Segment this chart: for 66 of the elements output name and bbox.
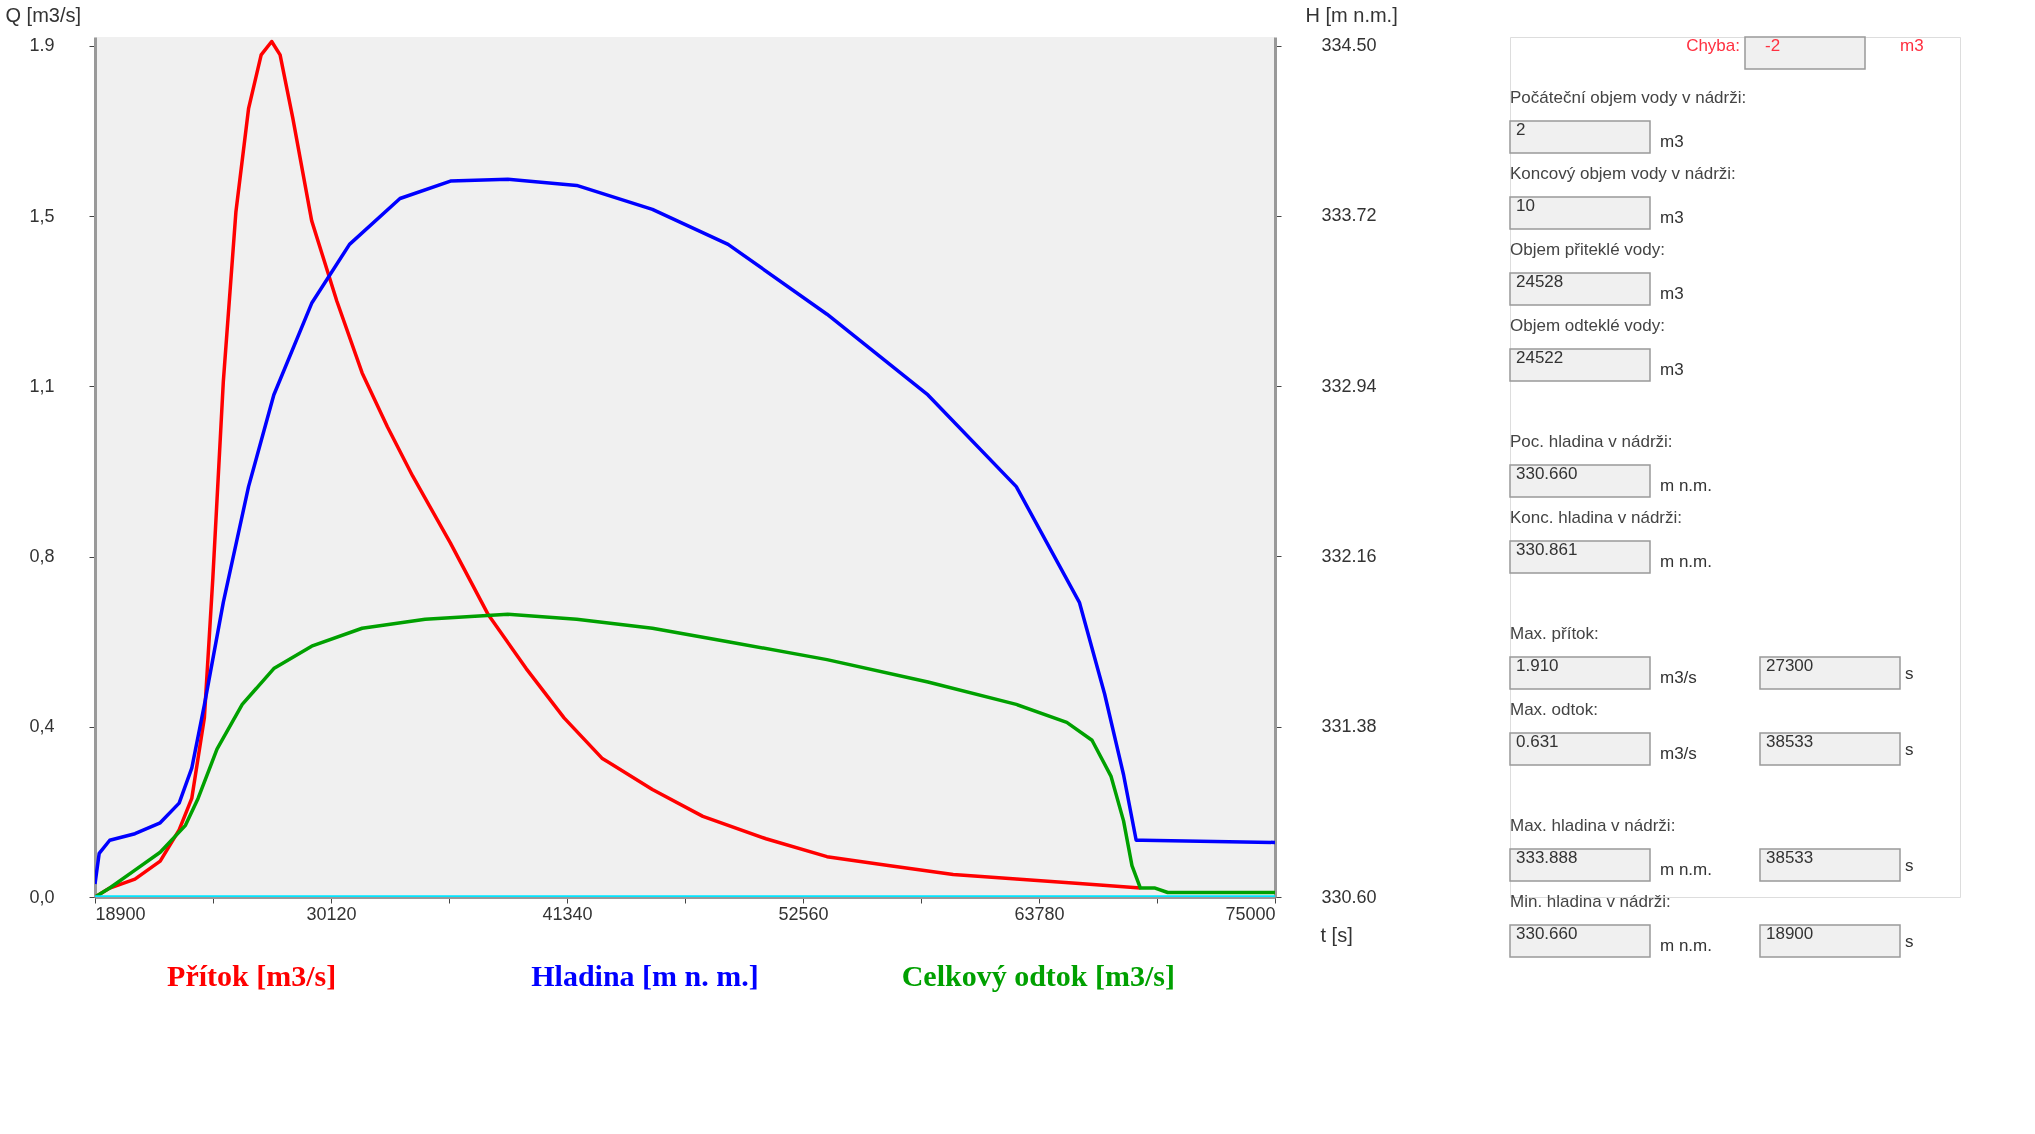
text: Celkový odtok [m3/s]: [901, 959, 1176, 992]
text: Objem odteklé vody:: [1510, 316, 1665, 335]
y-tick-label: 0,4: [29, 716, 55, 737]
y2-tick-label: 333.72: [1321, 205, 1377, 226]
x-tick-label: 75000: [1225, 903, 1276, 924]
y-tick-label: 1,5: [29, 205, 55, 226]
x-tick-label: 30120: [306, 903, 357, 924]
text: m3: [1660, 284, 1684, 303]
text: 330.861: [1516, 540, 1578, 559]
text: Chyba:: [1686, 36, 1740, 55]
text: Přítok [m3/s]: [167, 959, 337, 992]
text: 0.631: [1516, 732, 1559, 751]
y-tick-label: 1,1: [29, 375, 55, 396]
text: 330.660: [1516, 464, 1578, 483]
x-tick-label: 41340: [542, 903, 593, 924]
text: Poc. hladina v nádrži:: [1510, 432, 1673, 451]
text: Max. odtok:: [1510, 700, 1598, 719]
text: Koncový objem vody v nádrži:: [1510, 164, 1736, 183]
y-tick-label: 0,8: [29, 546, 55, 567]
text: Min. hladina v nádrži:: [1510, 892, 1671, 911]
text: Konc. hladina v nádrži:: [1510, 508, 1682, 527]
text: Objem přiteklé vody:: [1510, 240, 1665, 259]
line-series: [95, 177, 1275, 886]
x-tick-label: 18900: [95, 903, 146, 924]
text: 24522: [1516, 348, 1564, 367]
y2-tick-label: 334.50: [1321, 35, 1377, 56]
text: 2: [1516, 120, 1526, 139]
y2-tick-label: 332.94: [1321, 375, 1377, 396]
text: 38533: [1766, 848, 1814, 867]
text: s: [1905, 856, 1914, 875]
text: 18900: [1766, 924, 1814, 943]
text: m n.m.: [1660, 476, 1712, 495]
text: s: [1905, 740, 1914, 759]
y-axis-title: Q [m3/s]: [5, 3, 82, 26]
text: m3/s: [1660, 744, 1697, 763]
text: m3/s: [1660, 668, 1697, 687]
text: 27300: [1766, 656, 1814, 675]
text: 24528: [1516, 272, 1564, 291]
text: m3: [1900, 36, 1924, 55]
x-tick-label: 63780: [1014, 903, 1065, 924]
y2-tick-label: 331.38: [1321, 716, 1377, 737]
y2-axis-title: H [m n.m.]: [1305, 3, 1398, 26]
text: Počáteční objem vody v nádrži:: [1510, 88, 1747, 107]
text: m3: [1660, 132, 1684, 151]
text: s: [1905, 932, 1914, 951]
text: Hladina [m n. m.]: [531, 959, 759, 992]
y-tick-label: 1.9: [29, 35, 55, 56]
y2-tick-label: 330.60: [1321, 886, 1377, 907]
text: m n.m.: [1660, 860, 1712, 879]
text: m3: [1660, 360, 1684, 379]
text: m n.m.: [1660, 936, 1712, 955]
text: 10: [1516, 196, 1535, 215]
text: 1.910: [1516, 656, 1559, 675]
text: Max. přítok:: [1510, 624, 1599, 643]
y2-tick-label: 332.16: [1321, 545, 1377, 566]
text: 333.888: [1516, 848, 1578, 867]
text: Max. hladina v nádrži:: [1510, 816, 1676, 835]
text: -2: [1765, 36, 1781, 55]
y-tick-label: 0,0: [29, 886, 55, 907]
text: 330.660: [1516, 924, 1578, 943]
x-axis-title: t [s]: [1320, 923, 1353, 946]
x-tick-label: 52560: [778, 903, 829, 924]
text: s: [1905, 664, 1914, 683]
text: m3: [1660, 208, 1684, 227]
text: 38533: [1766, 732, 1814, 751]
text: m n.m.: [1660, 552, 1712, 571]
